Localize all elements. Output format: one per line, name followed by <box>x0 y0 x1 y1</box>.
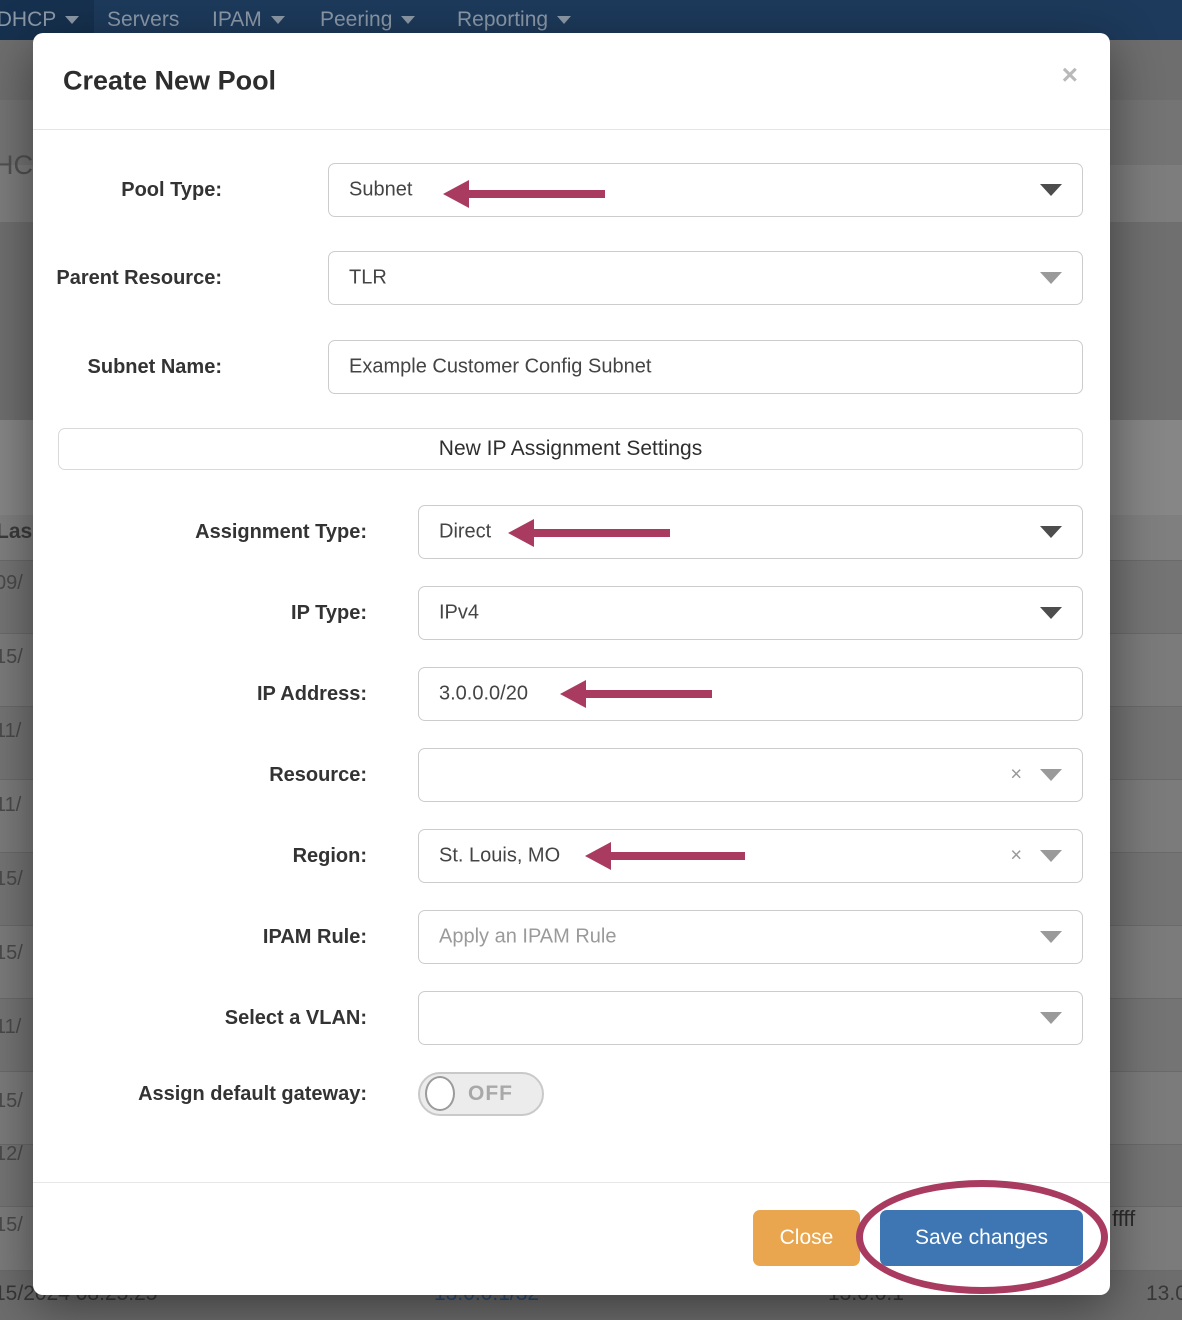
bg-date-fragment: 15/ <box>0 646 23 668</box>
nav-item-ipam[interactable]: IPAM <box>212 0 285 40</box>
ipam-rule-label: IPAM Rule: <box>262 926 367 948</box>
nav-item-peering[interactable]: Peering <box>320 0 416 40</box>
subnet-name-value: Example Customer Config Subnet <box>349 355 652 378</box>
nav-item-servers[interactable]: Servers <box>107 0 179 40</box>
assignment-type-select[interactable]: Direct <box>418 505 1083 559</box>
parent-resource-value: TLR <box>349 266 387 289</box>
clear-icon[interactable]: × <box>1010 844 1022 867</box>
chevron-down-icon <box>1040 607 1062 619</box>
ipam-rule-placeholder: Apply an IPAM Rule <box>439 925 617 948</box>
vlan-select[interactable] <box>418 991 1083 1045</box>
field-row-parent-resource: Parent Resource: TLR <box>33 251 1110 305</box>
nav-item-label: IPAM <box>212 8 262 31</box>
vlan-label: Select a VLAN: <box>224 1007 367 1029</box>
save-changes-button[interactable]: Save changes <box>880 1210 1083 1266</box>
close-icon[interactable]: × <box>1061 59 1078 90</box>
create-new-pool-modal: Create New Pool × Pool Type: Subnet Pare… <box>33 33 1110 1295</box>
ip-type-select[interactable]: IPv4 <box>418 586 1083 640</box>
chevron-down-icon <box>1040 526 1062 538</box>
ip-address-input[interactable]: 3.0.0.0/20 <box>418 667 1083 721</box>
assignment-type-label: Assignment Type: <box>195 521 367 543</box>
nav-item-label: Reporting <box>457 8 549 31</box>
chevron-down-icon <box>270 16 285 25</box>
clear-icon[interactable]: × <box>1010 763 1022 786</box>
field-row-assignment-type: Assignment Type: Direct <box>33 505 1110 559</box>
bg-date-fragment: 15/ <box>0 868 23 890</box>
nav-item-reporting[interactable]: Reporting <box>457 0 572 40</box>
assignment-type-value: Direct <box>439 520 492 543</box>
new-ip-assignment-settings-header: New IP Assignment Settings <box>58 428 1083 470</box>
chevron-down-icon <box>401 16 416 25</box>
bg-bottom-cell: 13.0.0.1 <box>1146 1282 1182 1305</box>
default-gateway-toggle[interactable]: OFF <box>418 1072 544 1116</box>
nav-item-label: Peering <box>320 8 393 31</box>
bg-date-fragment: 11/ <box>0 1016 22 1038</box>
field-row-subnet-name: Subnet Name: Example Customer Config Sub… <box>33 340 1110 394</box>
region-select[interactable]: St. Louis, MO × <box>418 829 1083 883</box>
bg-column-header-fragment: Las <box>0 520 33 543</box>
region-value: St. Louis, MO <box>439 844 561 867</box>
bg-date-fragment: 11/ <box>0 794 22 816</box>
modal-title: Create New Pool <box>63 65 277 96</box>
nav-item-label: DHCP <box>0 8 57 31</box>
chevron-down-icon <box>1040 184 1062 196</box>
bg-right-fragment: ffff <box>1112 1206 1136 1231</box>
close-button[interactable]: Close <box>753 1210 860 1266</box>
resource-select[interactable]: × <box>418 748 1083 802</box>
field-row-ipam-rule: IPAM Rule: Apply an IPAM Rule <box>33 910 1110 964</box>
chevron-down-icon <box>1040 850 1062 862</box>
pool-type-value: Subnet <box>349 178 413 201</box>
field-row-resource: Resource: × <box>33 748 1110 802</box>
field-row-ip-address: IP Address: 3.0.0.0/20 <box>33 667 1110 721</box>
toggle-state-label: OFF <box>468 1082 513 1105</box>
bg-date-fragment: 11/ <box>0 720 22 742</box>
subnet-name-input[interactable]: Example Customer Config Subnet <box>328 340 1083 394</box>
ip-address-value: 3.0.0.0/20 <box>439 682 528 705</box>
parent-resource-label: Parent Resource: <box>56 267 222 289</box>
field-row-default-gateway: Assign default gateway: OFF <box>33 1072 1110 1116</box>
subnet-name-label: Subnet Name: <box>87 356 222 378</box>
chevron-down-icon <box>557 16 572 25</box>
bg-date-fragment: 12/ <box>0 1143 23 1165</box>
bg-date-fragment: 15/ <box>0 1214 23 1236</box>
footer-divider <box>33 1182 1110 1183</box>
default-gateway-label: Assign default gateway: <box>138 1083 367 1105</box>
bg-date-fragment: 15/ <box>0 942 23 964</box>
bg-date-fragment: 15/ <box>0 1090 23 1112</box>
modal-header: Create New Pool × <box>33 33 1110 130</box>
chevron-down-icon <box>1040 931 1062 943</box>
nav-item-label: Servers <box>107 8 180 31</box>
field-row-region: Region: St. Louis, MO × <box>33 829 1110 883</box>
field-row-ip-type: IP Type: IPv4 <box>33 586 1110 640</box>
toggle-knob <box>425 1076 455 1111</box>
ip-address-label: IP Address: <box>256 683 367 705</box>
field-row-pool-type: Pool Type: Subnet <box>33 163 1110 217</box>
ipam-rule-select[interactable]: Apply an IPAM Rule <box>418 910 1083 964</box>
ip-type-value: IPv4 <box>439 601 480 624</box>
bg-date-fragment: 09/ <box>0 572 23 594</box>
resource-label: Resource: <box>269 764 367 786</box>
chevron-down-icon <box>65 16 80 25</box>
chevron-down-icon <box>1040 769 1062 781</box>
ip-type-label: IP Type: <box>291 602 367 624</box>
chevron-down-icon <box>1040 1012 1062 1024</box>
pool-type-label: Pool Type: <box>121 179 222 201</box>
region-label: Region: <box>292 845 367 867</box>
chevron-down-icon <box>1040 272 1062 284</box>
pool-type-select[interactable]: Subnet <box>328 163 1083 217</box>
field-row-vlan: Select a VLAN: <box>33 991 1110 1045</box>
parent-resource-select[interactable]: TLR <box>328 251 1083 305</box>
